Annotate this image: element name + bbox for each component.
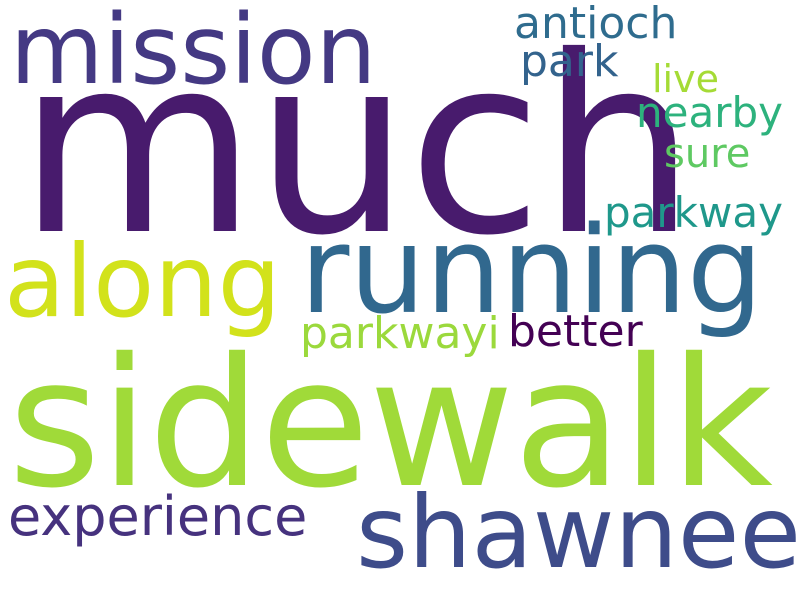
word-sure: sure (664, 131, 751, 177)
word-live: live (652, 57, 719, 101)
word-shawnee: shawnee (356, 474, 800, 591)
word-sidewalk: sidewalk (8, 320, 773, 527)
word-much: much (18, 4, 696, 289)
word-along: along (4, 223, 282, 340)
word-park: park (520, 36, 619, 87)
word-parkway: parkway (604, 188, 783, 237)
word-running: running (300, 202, 764, 341)
word-mission: mission (10, 0, 377, 106)
word-parkwayi: parkwayi (300, 308, 500, 359)
word-nearby: nearby (636, 88, 783, 137)
word-experience: experience (8, 485, 308, 548)
word-better: better (508, 306, 643, 357)
word-antioch: antioch (514, 0, 678, 49)
